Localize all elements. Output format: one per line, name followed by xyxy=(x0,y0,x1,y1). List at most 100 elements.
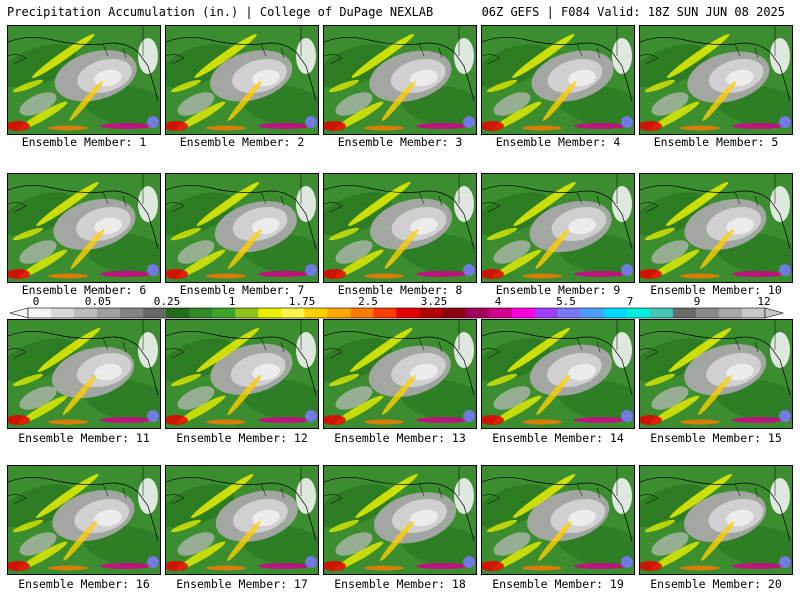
ensemble-member-map xyxy=(165,319,319,429)
ensemble-member-map xyxy=(7,465,161,575)
precipitation-map-graphic xyxy=(324,466,476,571)
ensemble-member-map xyxy=(639,173,793,283)
colorbar-swatch xyxy=(212,308,236,318)
ensemble-member-caption: Ensemble Member: 4 xyxy=(495,135,621,149)
colorbar-swatch xyxy=(189,308,213,318)
colorbar-swatch xyxy=(741,308,766,318)
precipitation-map-graphic xyxy=(482,174,634,279)
colorbar-swatch xyxy=(603,308,628,318)
colorbar-tick-label: 7 xyxy=(626,295,634,308)
colorbar-swatch xyxy=(304,308,328,318)
ensemble-member-caption: Ensemble Member: 15 xyxy=(650,431,782,445)
ensemble-member-map xyxy=(481,173,635,283)
colorbar-swatch xyxy=(28,308,52,318)
ensemble-member-map xyxy=(165,173,319,283)
ensemble-member-caption: Ensemble Member: 9 xyxy=(495,283,621,297)
ensemble-member-caption: Ensemble Member: 19 xyxy=(492,577,624,591)
ensemble-member-caption: Ensemble Member: 13 xyxy=(334,431,466,445)
ensemble-member-map xyxy=(323,465,477,575)
ensemble-member-map xyxy=(165,465,319,575)
precipitation-map-graphic xyxy=(166,26,318,131)
colorbar-tick-label: 9 xyxy=(693,295,701,308)
precipitation-map-graphic xyxy=(482,320,634,425)
colorbar-end-arrow xyxy=(8,307,29,319)
ensemble-member-caption: Ensemble Member: 1 xyxy=(21,135,147,149)
colorbar-swatch xyxy=(580,308,605,318)
colorbar-tick-label: 3.25 xyxy=(420,295,448,308)
colorbar-swatch xyxy=(350,308,374,318)
colorbar-tick-label: 0.05 xyxy=(84,295,112,308)
ensemble-member-caption: Ensemble Member: 18 xyxy=(334,577,466,591)
ensemble-member-caption: Ensemble Member: 5 xyxy=(653,135,779,149)
colorbar-swatch xyxy=(511,308,536,318)
ensemble-member-map xyxy=(323,173,477,283)
ensemble-member-map xyxy=(639,25,793,135)
colorbar-swatch xyxy=(235,308,259,318)
precipitation-map-graphic xyxy=(482,466,634,571)
ensemble-member-map xyxy=(481,465,635,575)
colorbar-swatch xyxy=(534,308,559,318)
colorbar-swatch xyxy=(51,308,75,318)
ensemble-member-map xyxy=(323,319,477,429)
colorbar-tick-label: 1 xyxy=(228,295,236,308)
colorbar-tick-label: 12 xyxy=(757,295,771,308)
ensemble-member-caption: Ensemble Member: 2 xyxy=(179,135,305,149)
precipitation-map-graphic xyxy=(640,466,792,571)
precipitation-map-graphic xyxy=(8,466,160,571)
precipitation-map-graphic xyxy=(8,174,160,279)
precipitation-map-graphic xyxy=(8,26,160,131)
colorbar-tick-label: 0.25 xyxy=(153,295,181,308)
colorbar-swatch xyxy=(97,308,121,318)
run-valid-time: 06Z GEFS | F084 Valid: 18Z SUN JUN 08 20… xyxy=(481,5,785,19)
colorbar-swatch xyxy=(465,308,490,318)
ensemble-member-map xyxy=(639,465,793,575)
colorbar-swatch xyxy=(258,308,282,318)
colorbar-end-arrow xyxy=(764,307,785,319)
precipitation-map-graphic xyxy=(166,320,318,425)
precipitation-map-graphic xyxy=(640,26,792,131)
ensemble-member-map xyxy=(481,319,635,429)
ensemble-member-caption: Ensemble Member: 12 xyxy=(176,431,308,445)
colorbar-tick-label: 5.5 xyxy=(556,295,576,308)
colorbar-swatch xyxy=(373,308,397,318)
precipitation-map-graphic xyxy=(166,174,318,279)
ensemble-member-caption: Ensemble Member: 11 xyxy=(18,431,150,445)
ensemble-member-caption: Ensemble Member: 10 xyxy=(650,283,782,297)
chart-title: Precipitation Accumulation (in.) | Colle… xyxy=(7,5,434,19)
precipitation-map-graphic xyxy=(324,320,476,425)
ensemble-member-map xyxy=(639,319,793,429)
ensemble-member-caption: Ensemble Member: 17 xyxy=(176,577,308,591)
ensemble-member-caption: Ensemble Member: 3 xyxy=(337,135,463,149)
colorbar-swatch xyxy=(695,308,720,318)
precipitation-map-graphic xyxy=(8,320,160,425)
colorbar-tick-label: 2.5 xyxy=(358,295,378,308)
precipitation-map-graphic xyxy=(324,26,476,131)
colorbar-swatch xyxy=(626,308,651,318)
ensemble-member-caption: Ensemble Member: 6 xyxy=(21,283,147,297)
colorbar-swatch xyxy=(557,308,582,318)
colorbar-swatch xyxy=(281,308,305,318)
precipitation-map-graphic xyxy=(166,466,318,571)
colorbar-swatch xyxy=(672,308,697,318)
ensemble-member-map xyxy=(7,173,161,283)
ensemble-member-caption: Ensemble Member: 14 xyxy=(492,431,624,445)
colorbar-swatch xyxy=(442,308,467,318)
colorbar-swatch xyxy=(419,308,444,318)
ensemble-member-caption: Ensemble Member: 16 xyxy=(18,577,150,591)
ensemble-member-map xyxy=(481,25,635,135)
precipitation-map-graphic xyxy=(640,320,792,425)
colorbar-tick-label: 1.75 xyxy=(288,295,316,308)
colorbar-labels: 0 0.05 0.25 1 1.75 2.5 3.25 4 5.5 7 9 12 xyxy=(0,296,800,310)
colorbar-swatch xyxy=(718,308,743,318)
colorbar-swatch xyxy=(74,308,98,318)
ensemble-member-caption: Ensemble Member: 7 xyxy=(179,283,305,297)
ensemble-member-map xyxy=(7,25,161,135)
colorbar-swatch xyxy=(143,308,167,318)
ensemble-member-caption: Ensemble Member: 8 xyxy=(337,283,463,297)
colorbar-swatch xyxy=(166,308,190,318)
colorbar-swatch xyxy=(649,308,674,318)
colorbar-tick-label: 4 xyxy=(494,295,502,308)
precipitation-colorbar xyxy=(8,307,785,319)
colorbar-swatch xyxy=(396,308,421,318)
colorbar-swatch xyxy=(488,308,513,318)
